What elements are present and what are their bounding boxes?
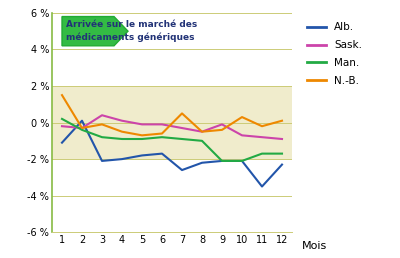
Text: Arrivée sur le marché des
médicaments génériques: Arrivée sur le marché des médicaments gé…	[66, 20, 197, 42]
Bar	[52, 86, 292, 159]
Legend: Alb., Sask., Man., N.-B.: Alb., Sask., Man., N.-B.	[307, 22, 362, 86]
Text: Mois: Mois	[302, 241, 327, 251]
FancyArrow shape	[62, 17, 128, 46]
